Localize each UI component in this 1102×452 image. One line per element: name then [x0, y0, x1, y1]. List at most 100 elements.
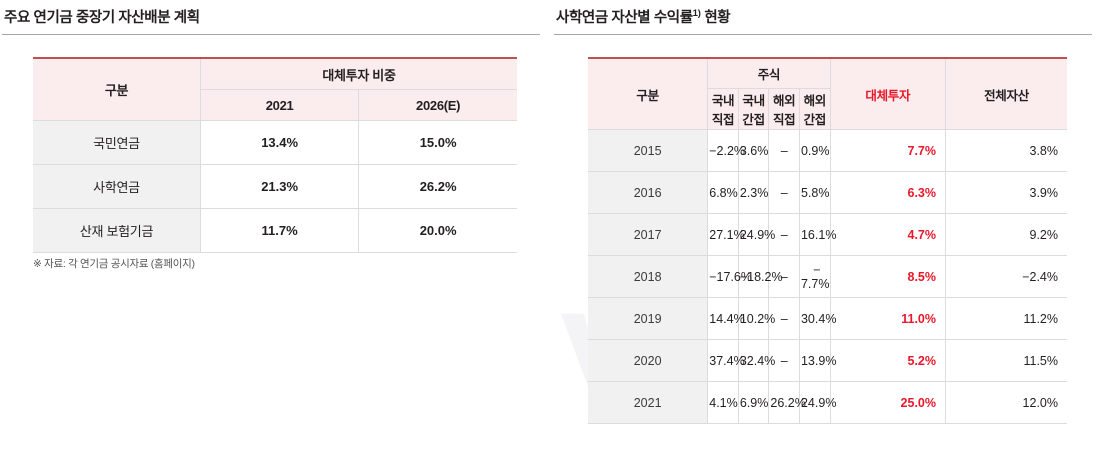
right-header-col-overseas-direct: 해외직접 — [768, 88, 800, 130]
table-row: 2019 14.4% 10.2% – 30.4% 11.0% 11.2% — [588, 297, 1067, 340]
cell-domestic-direct: −2.2% — [707, 129, 745, 172]
cell-alternative: 11.0% — [829, 297, 947, 340]
footnote-source: ※ 자료: 각 연기금 공시자료 (홈페이지) — [33, 258, 195, 270]
cell-total: 9.2% — [945, 213, 1067, 256]
row-year: 2017 — [588, 213, 709, 256]
cell-total: −2.4% — [945, 255, 1067, 298]
cell-total: 11.2% — [945, 297, 1067, 340]
cell-overseas-indirect: 30.4% — [798, 297, 836, 340]
left-header-col-2021: 2021 — [200, 89, 360, 121]
cell-domestic-indirect: 2.3% — [737, 171, 770, 214]
table-row: 사학연금 21.3% 26.2% — [33, 164, 517, 209]
cell-overseas-direct: – — [768, 129, 800, 172]
right-header-label: 구분 — [588, 57, 709, 130]
pension-allocation-table: 구분 대체투자 비중 2021 2026(E) 국민연금 13.4% 15.0%… — [33, 57, 517, 253]
right-header-col-overseas-indirect: 해외간접 — [798, 88, 831, 130]
cell-domestic-indirect: 6.9% — [737, 381, 770, 424]
table-row: 2017 27.1% 24.9% – 16.1% 4.7% 9.2% — [588, 213, 1067, 256]
left-table-head: 구분 대체투자 비중 2021 2026(E) — [33, 57, 517, 121]
cell-alternative: 7.7% — [829, 129, 947, 172]
row-year: 2018 — [588, 255, 709, 298]
cell-domestic-direct: 37.4% — [707, 339, 745, 382]
cell-total: 3.8% — [945, 129, 1067, 172]
row-label: 산재 보험기금 — [33, 208, 201, 253]
cell-total: 3.9% — [945, 171, 1067, 214]
cell-overseas-direct: – — [768, 297, 800, 340]
cell-domestic-indirect: 32.4% — [737, 339, 775, 382]
cell-overseas-direct: – — [768, 255, 800, 298]
table-row: 2016 6.8% 2.3% – 5.8% 6.3% 3.9% — [588, 171, 1067, 214]
cell-alternative: 25.0% — [829, 381, 947, 424]
row-value-2021: 11.7% — [199, 208, 360, 253]
cell-domestic-indirect: −18.2% — [737, 255, 783, 298]
cell-domestic-indirect: 10.2% — [737, 297, 775, 340]
table-row: 2015 −2.2% 3.6% – 0.9% 7.7% 3.8% — [588, 129, 1067, 172]
table-row: 2021 4.1% 6.9% 26.2% 24.9% 25.0% 12.0% — [588, 381, 1067, 424]
row-label: 사학연금 — [33, 164, 201, 209]
left-header-group: 대체투자 비중 — [200, 57, 517, 90]
cell-domestic-direct: 4.1% — [707, 381, 739, 424]
left-panel: 주요 연기금 중장기 자산배분 계획 구분 대체투자 비중 2021 2026(… — [0, 0, 545, 270]
right-table-head: 구분 주식 대체투자 전체자산 국내직접 국내간접 해외직접 해외간접 — [588, 57, 1067, 130]
cell-domestic-direct: 14.4% — [707, 297, 745, 340]
asset-return-table: 구분 주식 대체투자 전체자산 국내직접 국내간접 해외직접 해외간접 2015… — [588, 57, 1067, 424]
row-value-2026: 20.0% — [358, 208, 517, 253]
row-year: 2021 — [588, 381, 709, 424]
table-row: 산재 보험기금 11.7% 20.0% — [33, 208, 517, 253]
left-header-label: 구분 — [33, 57, 201, 121]
table-row: 2020 37.4% 32.4% – 13.9% 5.2% 11.5% — [588, 339, 1067, 382]
cell-overseas-indirect: 0.9% — [798, 129, 831, 172]
right-header-row-1: 구분 주식 대체투자 전체자산 — [588, 57, 1067, 130]
right-header-col-domestic-direct: 국내직접 — [707, 88, 739, 130]
row-value-2026: 15.0% — [358, 120, 517, 165]
right-table-body: 2015 −2.2% 3.6% – 0.9% 7.7% 3.8% 2016 6.… — [588, 129, 1067, 424]
cell-domestic-direct: 6.8% — [707, 171, 739, 214]
cell-alternative: 5.2% — [829, 339, 947, 382]
right-panel-title-superscript: 1) — [692, 8, 701, 20]
left-title-divider — [2, 34, 540, 35]
cell-overseas-direct: 26.2% — [768, 381, 806, 424]
cell-domestic-direct: 27.1% — [707, 213, 745, 256]
right-header-col-domestic-indirect: 국내간접 — [737, 88, 770, 130]
left-panel-title: 주요 연기금 중장기 자산배분 계획 — [4, 10, 200, 26]
cell-overseas-direct: – — [768, 213, 800, 256]
table-row: 2018 −17.6% −18.2% – − 7.7% 8.5% −2.4% — [588, 255, 1067, 298]
right-panel-title-main: 사학연금 자산별 수익률 — [556, 10, 693, 26]
right-panel-title-tail: 현황 — [700, 10, 731, 26]
cell-overseas-indirect: − 7.7% — [798, 255, 831, 298]
left-header-col-2026: 2026(E) — [358, 89, 517, 121]
table-row: 국민연금 13.4% 15.0% — [33, 120, 517, 165]
cell-overseas-direct: – — [768, 171, 800, 214]
cell-domestic-indirect: 3.6% — [737, 129, 770, 172]
cell-overseas-indirect: 5.8% — [798, 171, 831, 214]
row-label: 국민연금 — [33, 120, 201, 165]
cell-overseas-indirect: 24.9% — [798, 381, 836, 424]
row-year: 2020 — [588, 339, 709, 382]
row-value-2026: 26.2% — [358, 164, 517, 209]
cell-total: 11.5% — [945, 339, 1067, 382]
cell-total: 12.0% — [945, 381, 1067, 424]
right-panel: 사학연금 자산별 수익률1) 현황 구분 주식 대체투자 전체자산 국내직접 국… — [552, 0, 1097, 424]
cell-alternative: 6.3% — [829, 171, 947, 214]
cell-overseas-indirect: 16.1% — [798, 213, 836, 256]
right-header-col-alternative: 대체투자 — [829, 57, 947, 130]
cell-alternative: 4.7% — [829, 213, 947, 256]
left-header-row-1: 구분 대체투자 비중 — [33, 57, 517, 121]
right-panel-title: 사학연금 자산별 수익률1) 현황 — [552, 0, 1097, 34]
row-value-2021: 21.3% — [199, 164, 360, 209]
row-year: 2015 — [588, 129, 709, 172]
right-header-group-stock: 주식 — [707, 57, 831, 89]
row-value-2021: 13.4% — [199, 120, 360, 165]
row-year: 2016 — [588, 171, 709, 214]
cell-domestic-direct: −17.6% — [707, 255, 752, 298]
cell-overseas-direct: – — [768, 339, 800, 382]
right-title-divider — [554, 34, 1092, 35]
left-footnotes: ※ 자료: 각 연기금 공시자료 (홈페이지) — [33, 256, 195, 272]
cell-alternative: 8.5% — [829, 255, 947, 298]
left-header-row-2: 2021 2026(E) — [33, 89, 517, 121]
cell-overseas-indirect: 13.9% — [798, 339, 836, 382]
cell-domestic-indirect: 24.9% — [737, 213, 775, 256]
row-year: 2019 — [588, 297, 709, 340]
right-header-col-total: 전체자산 — [945, 57, 1067, 130]
